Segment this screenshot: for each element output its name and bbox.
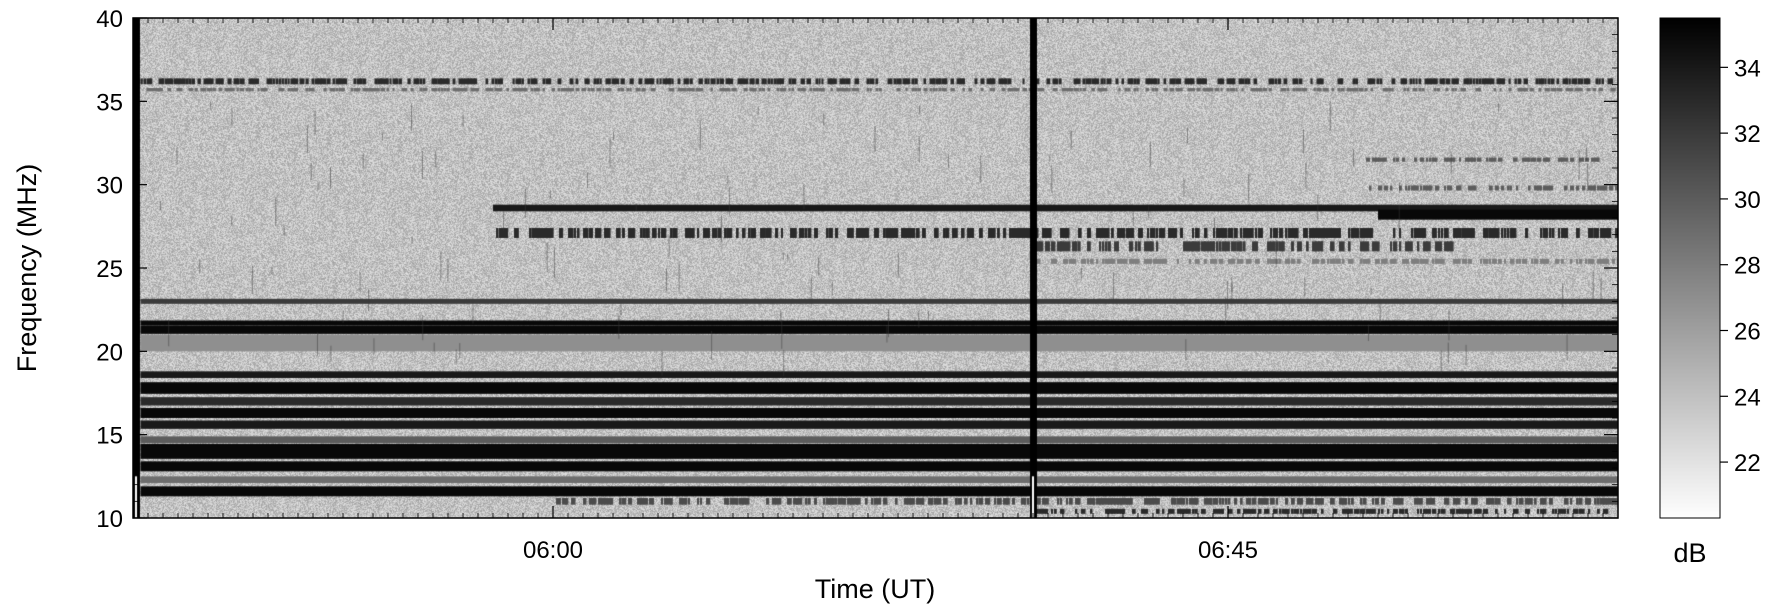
y-axis-title: Frequency (MHz)	[12, 164, 42, 373]
x-tick-label: 06:45	[1198, 537, 1258, 564]
y-axis: 10 15 20 25 30 35 40	[96, 6, 1618, 533]
x-axis: 06:00 06:45	[132, 18, 1619, 564]
colorbar-tick-label: 34	[1734, 55, 1761, 82]
colorbar-frame	[1659, 17, 1721, 519]
colorbar-tick-label: 22	[1734, 450, 1761, 477]
colorbar-gradient	[1660, 18, 1720, 518]
plot-area-container	[133, 18, 1618, 518]
x-tick-label: 06:00	[523, 537, 583, 564]
y-tick-label: 25	[96, 256, 123, 283]
colorbar-tick-label: 26	[1734, 319, 1761, 346]
colorbar-tick-label: 28	[1734, 253, 1761, 280]
y-tick-label: 15	[96, 423, 123, 450]
y-tick-label: 30	[96, 173, 123, 200]
spectrogram-heatmap	[133, 18, 1618, 518]
colorbar-tick-label: 32	[1734, 121, 1761, 148]
colorbar-tick-label: 24	[1734, 384, 1761, 411]
colorbar-axis: 22 24 26 28 30 32 34	[1720, 55, 1761, 477]
y-tick-label: 35	[96, 89, 123, 116]
colorbar-tick-label: 30	[1734, 187, 1761, 214]
colorbar-label: dB	[1673, 538, 1706, 568]
x-axis-title: Time (UT)	[815, 574, 935, 604]
y-tick-label: 20	[96, 339, 123, 366]
y-tick-label: 10	[96, 506, 123, 533]
colorbar-container	[1660, 18, 1720, 518]
y-tick-label: 40	[96, 6, 123, 33]
